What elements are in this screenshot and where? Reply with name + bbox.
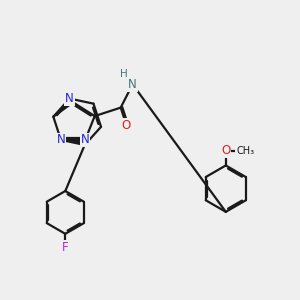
Text: CH₃: CH₃ [236,146,254,156]
Text: H: H [120,69,128,79]
Text: N: N [56,134,65,146]
Text: N: N [128,78,137,91]
Text: O: O [122,118,131,132]
Text: N: N [81,134,90,146]
Text: F: F [62,241,69,254]
Text: N: N [65,92,74,105]
Text: O: O [221,144,230,157]
